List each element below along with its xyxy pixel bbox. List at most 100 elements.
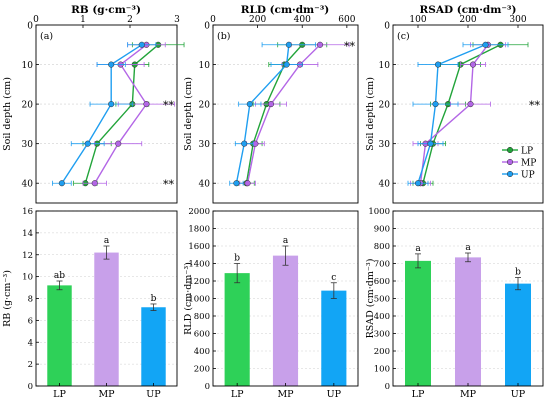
y-tick-label: 400 bbox=[194, 347, 210, 357]
y-tick-label: 20 bbox=[379, 100, 391, 110]
x-tick-label: 1 bbox=[80, 15, 86, 25]
panel-letter: (b) bbox=[217, 31, 231, 42]
y-tick-label: 2000 bbox=[188, 207, 210, 217]
y-tick-label: 400 bbox=[374, 312, 390, 322]
y-tick-label: 20 bbox=[199, 100, 211, 110]
data-point bbox=[414, 180, 422, 187]
significance-mark: ** bbox=[529, 99, 541, 112]
y-tick-label: 10 bbox=[199, 61, 211, 71]
bar-MP bbox=[94, 252, 119, 386]
x-tick-label: LP bbox=[231, 389, 244, 400]
x-tick-label: LP bbox=[53, 389, 66, 400]
y-tick-label: 1400 bbox=[188, 260, 210, 270]
y-tick-label: 0 bbox=[204, 21, 210, 31]
y-tick-label: 1000 bbox=[368, 207, 390, 217]
y-tick-label: 10 bbox=[22, 273, 33, 283]
y-tick-label: 0 bbox=[28, 382, 33, 392]
y-tick-label: 600 bbox=[374, 277, 390, 287]
x-tick-label: 200 bbox=[459, 15, 476, 25]
data-point bbox=[244, 180, 251, 187]
x-tick-label: UP bbox=[511, 389, 526, 400]
y-tick-label: 1800 bbox=[188, 225, 210, 235]
series-UP bbox=[52, 41, 157, 187]
significance-letter: a bbox=[104, 236, 110, 246]
y-tick-label: 2 bbox=[28, 360, 33, 370]
y-tick-label: 30 bbox=[22, 140, 34, 150]
data-point bbox=[267, 101, 275, 108]
x-tick-label: 300 bbox=[509, 15, 526, 25]
bar-panel-2: b LP a MP c UP 0 200 400 600 800 1000 1200 1400 1600 18… bbox=[183, 207, 359, 400]
y-tick-label: 800 bbox=[194, 312, 210, 322]
x-tick-label: 3 bbox=[174, 15, 180, 25]
data-point bbox=[58, 180, 65, 187]
y-tick-label: 30 bbox=[199, 140, 211, 150]
y-tick-label: 200 bbox=[374, 347, 390, 357]
y-tick-label: 300 bbox=[374, 330, 390, 340]
significance-letter: a bbox=[465, 243, 471, 253]
bar-LP bbox=[405, 260, 431, 386]
data-point bbox=[427, 140, 434, 147]
y-tick-label: 30 bbox=[379, 140, 391, 150]
data-point bbox=[91, 180, 98, 187]
bar-UP bbox=[505, 283, 531, 386]
significance-letter: a bbox=[415, 244, 421, 254]
y-axis-label: RLD (cm·dm⁻³) bbox=[183, 262, 194, 335]
x-tick-label: UP bbox=[327, 389, 342, 400]
data-point bbox=[233, 180, 240, 187]
panel-title: RSAD (cm·dm⁻³) bbox=[420, 4, 517, 16]
y-tick-label: 1600 bbox=[188, 242, 210, 252]
y-tick-label: 10 bbox=[379, 61, 391, 71]
y-tick-label: 40 bbox=[379, 180, 391, 190]
y-tick-label: 0 bbox=[27, 21, 33, 31]
y-tick-label: 14 bbox=[22, 229, 33, 239]
significance-letter: b bbox=[234, 254, 240, 264]
data-point bbox=[467, 101, 474, 108]
y-tick-label: 20 bbox=[22, 100, 34, 110]
bar-panel-1: ab LP a MP b UP 0 2 4 6 8 10 12 14 16 RB (g·cm⁻³) bbox=[2, 207, 178, 400]
y-axis-label: Soil depth (cm) bbox=[183, 77, 194, 151]
series-UP bbox=[229, 41, 317, 187]
bar-MP bbox=[455, 257, 481, 386]
y-tick-label: 200 bbox=[194, 365, 210, 375]
y-tick-label: 0 bbox=[385, 382, 390, 392]
x-tick-label: LP bbox=[412, 389, 425, 400]
bar-MP bbox=[272, 255, 299, 386]
y-tick-label: 40 bbox=[199, 180, 211, 190]
legend-label: LP bbox=[521, 146, 533, 156]
x-tick-label: 0 bbox=[33, 15, 39, 25]
data-point bbox=[285, 41, 292, 48]
x-tick-label: 400 bbox=[294, 15, 311, 25]
panel-title: RLD (cm·dm⁻³) bbox=[241, 4, 330, 16]
data-point bbox=[108, 61, 115, 68]
legend-label: MP bbox=[521, 158, 536, 168]
y-axis-label: RSAD (cm·dm⁻³) bbox=[365, 259, 376, 339]
depth-panel-3: RSAD (cm·dm⁻³)100 200 300 0 10 20 30 40 Soil dep… bbox=[365, 4, 544, 204]
data-point bbox=[432, 101, 439, 108]
legend-swatch-marker bbox=[506, 170, 514, 178]
series-MP bbox=[239, 41, 350, 187]
y-axis-label: RB (g·cm⁻³) bbox=[2, 270, 13, 327]
y-tick-label: 12 bbox=[22, 251, 33, 261]
panel-letter: (a) bbox=[40, 31, 53, 42]
x-tick-label: MP bbox=[277, 389, 294, 400]
significance-letter: ab bbox=[54, 271, 65, 281]
data-point bbox=[84, 140, 91, 147]
x-tick-label: 200 bbox=[249, 15, 266, 25]
depth-panel-2: RLD (cm·dm⁻³) 0 200 400 600 0 10 20 30 40 Soil dep… bbox=[183, 4, 359, 204]
y-axis-label: Soil depth (cm) bbox=[365, 77, 376, 151]
significance-mark: ** bbox=[163, 178, 175, 191]
y-tick-label: 10 bbox=[22, 61, 34, 71]
data-point bbox=[143, 101, 150, 108]
bar-LP bbox=[224, 273, 250, 386]
data-point bbox=[283, 61, 290, 68]
x-tick-label: 100 bbox=[409, 15, 426, 25]
legend: LP MP UP bbox=[502, 146, 536, 180]
significance-letter: b bbox=[515, 268, 521, 278]
x-tick-label: UP bbox=[146, 389, 161, 400]
y-tick-label: 1200 bbox=[188, 277, 210, 287]
data-point bbox=[317, 41, 324, 48]
bar-panel-3: a LP a MP b UP 0 100 200 300 400 500 600 700 800 900 100… bbox=[365, 207, 544, 400]
y-tick-label: 100 bbox=[374, 365, 390, 375]
significance-mark: ** bbox=[163, 99, 175, 112]
